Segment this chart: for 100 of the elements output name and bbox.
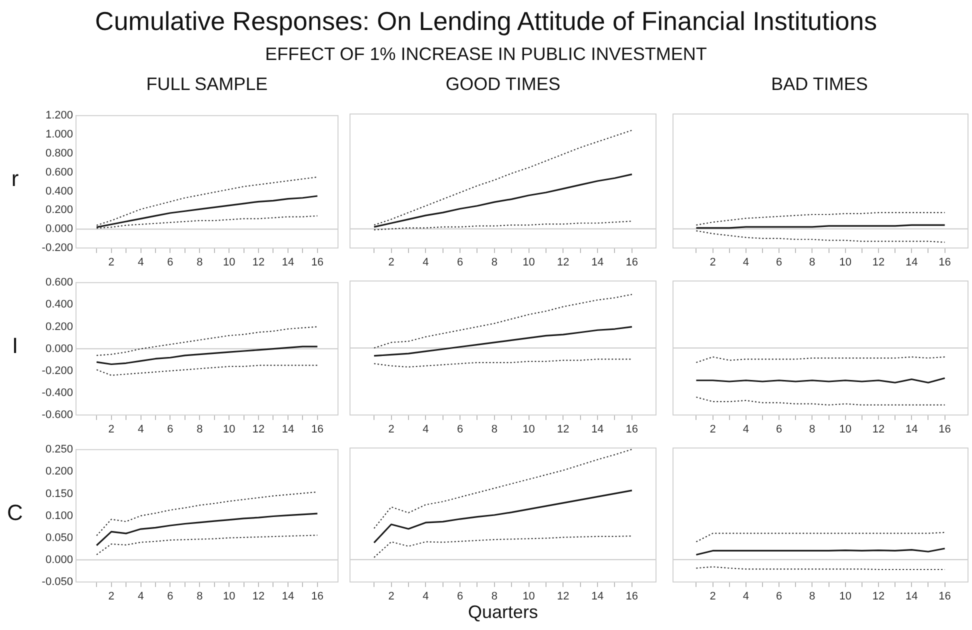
x-tick-label: 16 <box>311 256 324 269</box>
y-tick-label: 0.100 <box>45 510 73 522</box>
x-tick-label: 14 <box>282 256 294 269</box>
x-tick-label: 4 <box>742 256 749 269</box>
x-tick-label: 2 <box>108 424 114 436</box>
x-tick-label: 14 <box>591 256 604 269</box>
x-tick-label: 2 <box>710 256 716 269</box>
x-tick-label: 8 <box>809 256 816 269</box>
chart-title: GOOD TIMES <box>444 74 562 95</box>
x-tick-label: 16 <box>626 256 638 269</box>
x-tick-label: 10 <box>222 256 236 269</box>
x-tick-label: 12 <box>252 256 265 269</box>
x-tick-label: 6 <box>456 256 464 269</box>
y-tick-label: 0.400 <box>45 185 73 198</box>
text: EFFECT OF 1% INCREASE IN PUBLIC INVESTMENT <box>264 44 708 65</box>
x-tick-label: 14 <box>906 590 918 603</box>
x-tick-label: 12 <box>557 424 570 436</box>
x-tick-label: 12 <box>557 590 570 603</box>
x-tick-label: 6 <box>167 590 174 603</box>
x-tick-label: 2 <box>388 590 394 603</box>
y-tick-label: 0.200 <box>45 204 73 216</box>
x-tick-label: 6 <box>456 590 464 603</box>
text: Cumulative Responses: On Lending Attitude of Financial Institutions <box>94 6 878 37</box>
x-tick-label: 8 <box>491 256 498 269</box>
x-tick-label: 14 <box>591 424 604 436</box>
x-tick-label: 12 <box>872 590 885 603</box>
x-tick-label: 8 <box>809 424 816 436</box>
y-tick-label: 0.000 <box>45 342 73 355</box>
y-tick-label: -0.050 <box>42 576 73 588</box>
x-tick-label: 6 <box>456 424 464 436</box>
x-tick-label: 2 <box>388 256 394 269</box>
x-tick-label: 4 <box>422 590 429 603</box>
x-tick-label: 14 <box>906 256 918 269</box>
x-tick-label: 6 <box>776 424 782 436</box>
y-tick-label: 0.600 <box>45 166 73 178</box>
x-tick-label: 4 <box>422 424 429 436</box>
x-axis-title: Quarters <box>466 602 540 623</box>
y-tick-label: 0.800 <box>45 147 73 160</box>
x-tick-label: 2 <box>710 590 716 603</box>
y-axis-title: I <box>10 333 20 359</box>
y-tick-label: 0.200 <box>45 466 73 478</box>
x-tick-label: 16 <box>311 590 324 603</box>
x-tick-label: 14 <box>282 590 294 603</box>
x-tick-label: 16 <box>938 256 951 269</box>
y-tick-label: 0.050 <box>45 532 73 544</box>
x-tick-label: 10 <box>222 424 236 436</box>
x-tick-label: 10 <box>839 590 852 603</box>
x-tick-label: 2 <box>108 256 114 269</box>
x-tick-label: 10 <box>522 590 535 603</box>
x-tick-label: 2 <box>388 424 394 436</box>
x-tick-label: 16 <box>311 424 324 436</box>
x-tick-label: 12 <box>557 256 570 269</box>
x-tick-label: 10 <box>522 424 535 436</box>
y-tick-label: 0.250 <box>45 444 73 456</box>
y-tick-label: 0.000 <box>45 223 73 236</box>
x-tick-label: 4 <box>742 590 749 603</box>
x-tick-label: 4 <box>138 424 144 436</box>
x-tick-label: 4 <box>138 256 144 269</box>
y-tick-label: 0.400 <box>45 298 73 311</box>
x-tick-label: 16 <box>938 590 951 603</box>
x-tick-label: 12 <box>872 424 885 436</box>
x-tick-label: 6 <box>167 424 174 436</box>
y-tick-label: 1.200 <box>45 110 73 122</box>
x-tick-label: 12 <box>252 590 265 603</box>
x-tick-label: 8 <box>196 590 203 603</box>
x-tick-label: 16 <box>626 590 638 603</box>
x-tick-label: 6 <box>776 590 782 603</box>
y-tick-label: 0.150 <box>45 488 73 500</box>
x-tick-label: 8 <box>491 590 498 603</box>
x-tick-label: 8 <box>196 256 203 269</box>
x-tick-label: 4 <box>422 256 429 269</box>
x-tick-label: 4 <box>742 424 749 436</box>
x-tick-label: 8 <box>196 424 203 436</box>
x-tick-label: 12 <box>872 256 885 269</box>
y-axis-title: C <box>6 500 24 526</box>
x-tick-label: 8 <box>491 424 498 436</box>
y-tick-label: 0.200 <box>45 320 73 333</box>
y-tick-label: -0.400 <box>42 386 73 399</box>
y-tick-label: 0.000 <box>45 554 73 566</box>
x-tick-label: 10 <box>222 590 236 603</box>
y-tick-label: 0.600 <box>45 276 73 289</box>
x-tick-label: 16 <box>938 424 951 436</box>
x-tick-label: 10 <box>522 256 535 269</box>
x-tick-label: 14 <box>591 590 604 603</box>
x-tick-label: 16 <box>626 424 638 436</box>
y-tick-label: -0.200 <box>42 242 73 254</box>
x-tick-label: 2 <box>108 590 114 603</box>
y-tick-label: -0.200 <box>42 364 73 377</box>
x-tick-label: 12 <box>252 424 265 436</box>
y-tick-label: 1.000 <box>45 128 73 141</box>
x-tick-label: 8 <box>809 590 816 603</box>
x-tick-label: 14 <box>906 424 918 436</box>
chart-title: FULL SAMPLE <box>145 74 269 95</box>
chart-title: BAD TIMES <box>770 74 869 95</box>
x-tick-label: 6 <box>776 256 782 269</box>
x-tick-label: 14 <box>282 424 294 436</box>
y-tick-label: -0.600 <box>42 409 73 422</box>
x-tick-label: 10 <box>839 424 852 436</box>
x-tick-label: 2 <box>710 424 716 436</box>
y-axis-title: r <box>10 166 20 192</box>
